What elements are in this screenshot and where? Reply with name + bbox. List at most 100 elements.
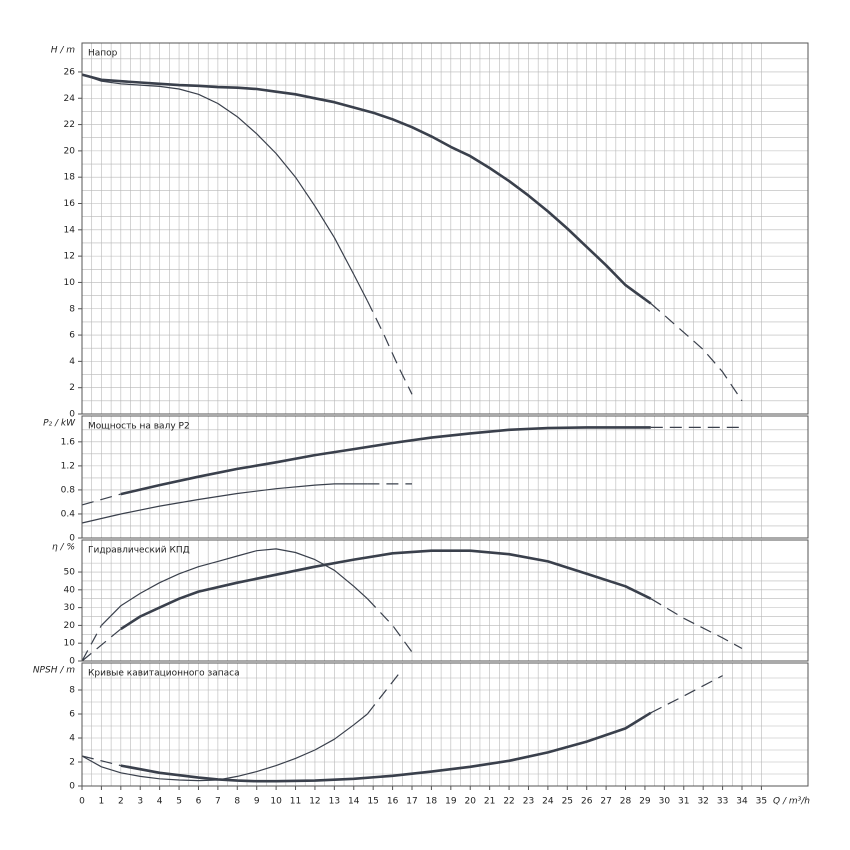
- curve: [120, 711, 652, 783]
- x-tick-label: 14: [348, 797, 360, 807]
- x-tick-label: 2: [118, 797, 124, 807]
- x-tick-label: 8: [234, 797, 240, 807]
- y-tick-label: 16: [64, 199, 76, 209]
- x-tick-label: 22: [503, 797, 514, 807]
- y-axis-label: η / %: [52, 543, 75, 553]
- dashed-curve: [650, 675, 723, 714]
- y-tick-label: 6: [69, 710, 75, 720]
- x-tick-label: 34: [736, 797, 748, 807]
- y-tick-label: 0: [69, 657, 75, 667]
- panel-frame: [81, 539, 809, 662]
- panel-frame: [81, 42, 809, 415]
- dashed-curve: [650, 598, 743, 650]
- curve: [81, 483, 368, 524]
- x-tick-label: 19: [445, 797, 457, 807]
- x-tick-label: 6: [196, 797, 202, 807]
- x-tick-label: 26: [581, 797, 593, 807]
- x-tick-label: 13: [329, 797, 340, 807]
- x-tick-label: 29: [639, 797, 651, 807]
- x-tick-label: 27: [600, 797, 611, 807]
- curve: [120, 549, 652, 631]
- panel-title: Напор: [88, 49, 118, 59]
- y-tick-label: 10: [64, 639, 76, 649]
- x-tick-label: 7: [215, 797, 221, 807]
- x-tick-label: 32: [697, 797, 708, 807]
- x-tick-label: 1: [99, 797, 105, 807]
- y-tick-label: 14: [64, 225, 76, 235]
- x-tick-label: 28: [620, 797, 632, 807]
- x-tick-label: 21: [484, 797, 495, 807]
- x-tick-label: 16: [387, 797, 399, 807]
- curve: [81, 713, 368, 782]
- y-axis-label: NPSH / m: [33, 666, 75, 676]
- panel-bg: [82, 43, 808, 414]
- y-tick-label: 22: [64, 120, 75, 130]
- x-tick-label: 25: [562, 797, 573, 807]
- x-tick-label: 12: [309, 797, 320, 807]
- y-tick-label: 8: [69, 304, 75, 314]
- x-tick-label: 0: [79, 797, 85, 807]
- y-tick-label: 2: [69, 383, 75, 393]
- y-tick-label: 0: [69, 410, 75, 420]
- panel-title: Мощность на валу P2: [88, 422, 190, 432]
- panel-bg: [82, 663, 808, 786]
- panel-title: Гидравлический КПД: [88, 546, 190, 556]
- x-tick-label: 4: [157, 797, 163, 807]
- curve: [120, 426, 651, 496]
- dashed-curve: [81, 493, 121, 506]
- x-tick-label: 30: [659, 797, 671, 807]
- y-axis-label: H / m: [51, 46, 76, 56]
- curve: [81, 74, 368, 302]
- y-tick-label: 0: [69, 534, 75, 544]
- y-tick-label: 12: [64, 252, 75, 262]
- dashed-curve: [81, 628, 122, 662]
- y-tick-label: 26: [64, 67, 76, 77]
- y-tick-label: 24: [64, 94, 76, 104]
- y-tick-label: 10: [64, 278, 76, 288]
- panel-frame: [81, 415, 809, 539]
- x-tick-label: 3: [137, 797, 143, 807]
- x-tick-label: 15: [367, 797, 378, 807]
- x-tick-label: 9: [254, 797, 260, 807]
- x-tick-label: 20: [465, 797, 477, 807]
- y-tick-label: 8: [69, 686, 75, 696]
- panel-bg: [82, 416, 808, 538]
- dashed-curve: [81, 755, 121, 767]
- y-tick-label: 4: [69, 734, 75, 744]
- y-tick-label: 20: [64, 146, 76, 156]
- dashed-curve: [366, 674, 399, 715]
- x-tick-label: 33: [717, 797, 728, 807]
- y-tick-label: 6: [69, 331, 75, 341]
- x-axis-label: Q / m³/h: [773, 797, 810, 807]
- panel-title: Кривые кавитационного запаса: [88, 669, 240, 679]
- x-tick-label: 35: [756, 797, 767, 807]
- x-tick-label: 31: [678, 797, 689, 807]
- curve: [81, 73, 652, 305]
- x-tick-label: 10: [270, 797, 282, 807]
- panel-frame: [81, 662, 809, 787]
- dashed-curve: [650, 303, 743, 402]
- curve: [100, 548, 368, 626]
- x-tick-label: 11: [290, 797, 301, 807]
- y-tick-label: 0.8: [61, 485, 76, 495]
- x-tick-label: 5: [176, 797, 182, 807]
- y-tick-label: 1.2: [61, 461, 75, 471]
- y-tick-label: 1.6: [61, 437, 76, 447]
- y-tick-label: 50: [64, 568, 76, 578]
- x-tick-label: 24: [542, 797, 554, 807]
- dashed-curve: [81, 625, 102, 662]
- y-tick-label: 0.4: [61, 509, 76, 519]
- y-tick-label: 2: [69, 758, 75, 768]
- x-tick-label: 17: [406, 797, 417, 807]
- x-tick-label: 23: [523, 797, 534, 807]
- dashed-curve: [366, 598, 413, 653]
- panel-bg: [82, 540, 808, 661]
- y-tick-label: 18: [64, 173, 76, 183]
- y-tick-label: 0: [69, 782, 75, 792]
- y-tick-label: 20: [64, 621, 76, 631]
- y-axis-label: P₂ / kW: [43, 419, 76, 429]
- y-tick-label: 40: [64, 585, 76, 595]
- y-tick-label: 4: [69, 357, 75, 367]
- x-tick-label: 18: [426, 797, 438, 807]
